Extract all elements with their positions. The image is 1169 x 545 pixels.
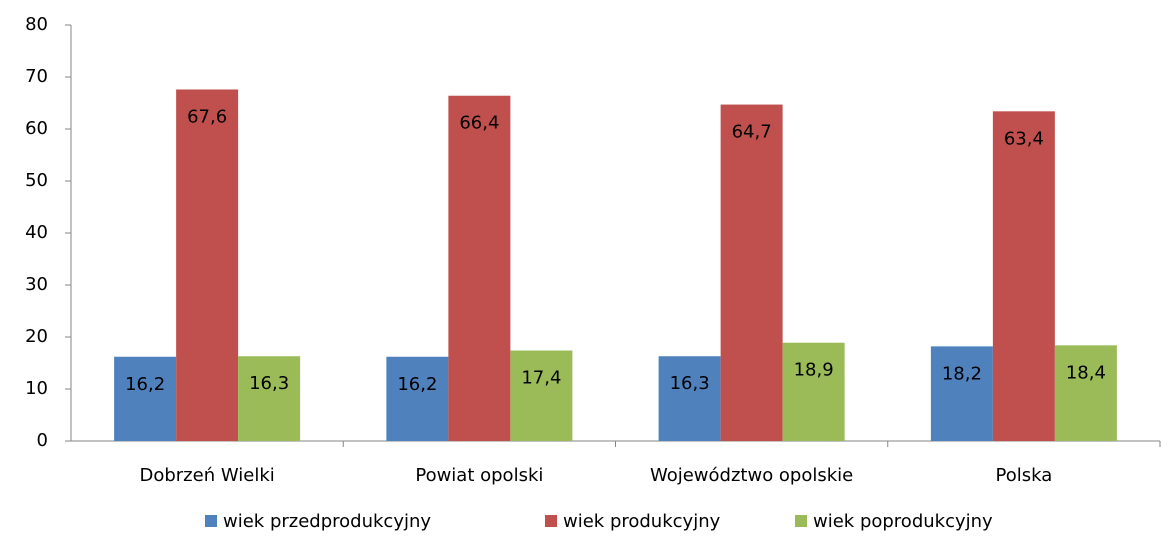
bar xyxy=(930,346,993,441)
y-tick-label: 40 xyxy=(25,222,48,243)
data-label: 16,3 xyxy=(249,373,289,394)
bar xyxy=(782,342,845,441)
x-tick-label: Powiat opolski xyxy=(415,465,543,486)
data-label: 18,9 xyxy=(794,360,834,381)
bar xyxy=(658,356,721,441)
data-label: 64,7 xyxy=(732,122,772,143)
data-label: 16,2 xyxy=(125,374,165,395)
y-tick-label: 20 xyxy=(25,326,48,347)
bar xyxy=(448,95,511,441)
data-label: 18,2 xyxy=(942,363,982,384)
bar xyxy=(386,356,449,441)
data-label: 16,2 xyxy=(397,374,437,395)
x-tick-label: Województwo opolskie xyxy=(650,465,853,486)
data-label: 66,4 xyxy=(459,113,499,134)
bar xyxy=(238,356,301,441)
data-label: 67,6 xyxy=(187,106,227,127)
y-tick-label: 60 xyxy=(25,118,48,139)
legend-label: wiek poprodukcyjny xyxy=(813,511,993,532)
bar xyxy=(114,356,177,441)
y-tick-label: 0 xyxy=(37,430,48,451)
y-tick-label: 10 xyxy=(25,378,48,399)
x-tick-label: Dobrzeń Wielki xyxy=(139,465,274,486)
data-label: 16,3 xyxy=(670,373,710,394)
legend-swatch xyxy=(205,515,217,527)
y-tick-label: 50 xyxy=(25,170,48,191)
legend-label: wiek przedprodukcyjny xyxy=(223,511,431,532)
legend-swatch xyxy=(795,515,807,527)
bar xyxy=(176,89,239,441)
data-label: 17,4 xyxy=(521,368,561,389)
y-tick-label: 80 xyxy=(25,14,48,35)
bar xyxy=(510,350,573,441)
bar xyxy=(720,104,783,441)
y-tick-label: 30 xyxy=(25,274,48,295)
y-tick-label: 70 xyxy=(25,66,48,87)
data-label: 18,4 xyxy=(1066,362,1106,383)
legend-swatch xyxy=(545,515,557,527)
legend-label: wiek produkcyjny xyxy=(563,511,721,532)
x-tick-label: Polska xyxy=(996,465,1053,486)
bar xyxy=(992,111,1055,441)
bar xyxy=(1054,345,1117,441)
data-label: 63,4 xyxy=(1004,128,1044,149)
